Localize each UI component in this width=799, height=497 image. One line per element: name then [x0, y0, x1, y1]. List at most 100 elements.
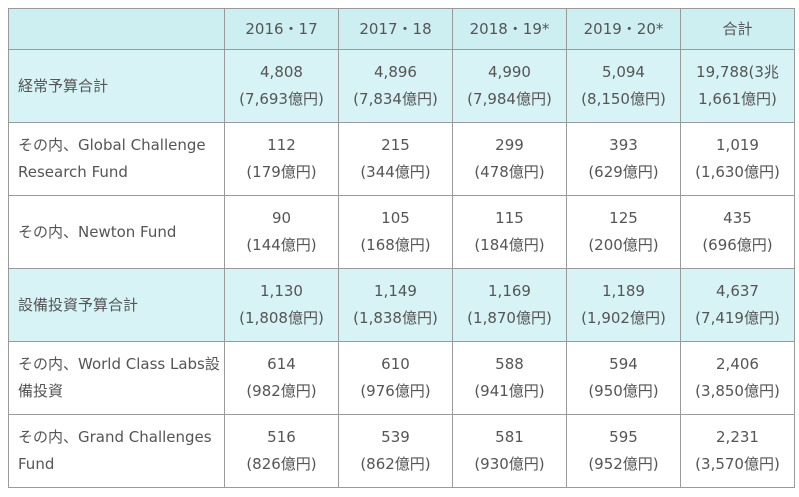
yen-value: (7,419億円): [695, 309, 780, 327]
budget-value: 4,896: [374, 63, 417, 81]
budget-value: 2,406: [716, 355, 759, 373]
budget-value: 299: [495, 136, 524, 154]
table-cell: 393 (629億円): [566, 122, 681, 196]
budget-value: 215: [381, 136, 410, 154]
budget-value: 4,990: [488, 63, 531, 81]
yen-value: (930億円): [474, 455, 545, 473]
table-cell: 435 (696億円): [680, 195, 795, 269]
header-corner-cell: [8, 8, 225, 50]
yen-value: (7,693億円): [239, 90, 324, 108]
table-cell: 19,788(3兆 1,661億円): [680, 49, 795, 123]
budget-value: 105: [381, 209, 410, 227]
budget-value: 1,169: [488, 282, 531, 300]
yen-value: (696億円): [702, 236, 773, 254]
yen-value: (1,630億円): [695, 163, 780, 181]
table-cell: 581 (930億円): [452, 414, 567, 488]
yen-value: (1,870億円): [467, 309, 552, 327]
row-label: その内、Newton Fund: [8, 195, 225, 269]
table-cell: 614 (982億円): [224, 341, 339, 415]
table-cell: 4,896 (7,834億円): [338, 49, 453, 123]
budget-value: 393: [609, 136, 638, 154]
budget-table: 2016・17 2017・18 2018・19* 2019・20* 合計 経常予…: [8, 8, 795, 488]
yen-value: (3,570億円): [695, 455, 780, 473]
table-cell: 105 (168億円): [338, 195, 453, 269]
row-label: 設備投資予算合計: [8, 268, 225, 342]
table-cell: 588 (941億円): [452, 341, 567, 415]
column-header: 2018・19*: [452, 8, 567, 50]
table-cell: 112 (179億円): [224, 122, 339, 196]
table-row: 経常予算合計 4,808 (7,693億円) 4,896 (7,834億円) 4,9…: [8, 49, 795, 123]
yen-value: (1,902億円): [581, 309, 666, 327]
table-cell: 1,169 (1,870億円): [452, 268, 567, 342]
yen-value: (144億円): [246, 236, 317, 254]
budget-value: 610: [381, 355, 410, 373]
table-row: その内、Grand Challenges Fund 516 (826億円) 539…: [8, 414, 795, 488]
budget-value: 4,637: [716, 282, 759, 300]
yen-value: (344億円): [360, 163, 431, 181]
budget-value: 1,019: [716, 136, 759, 154]
yen-value: (7,984億円): [467, 90, 552, 108]
row-label: その内、World Class Labs設備投資: [8, 341, 225, 415]
table-cell: 299 (478億円): [452, 122, 567, 196]
row-label: その内、Global Challenge Research Fund: [8, 122, 225, 196]
yen-value: 1,661億円): [698, 90, 777, 108]
column-header: 2016・17: [224, 8, 339, 50]
yen-value: (826億円): [246, 455, 317, 473]
budget-value: 112: [267, 136, 296, 154]
table-row: 設備投資予算合計 1,130 (1,808億円) 1,149 (1,838億円) 1…: [8, 268, 795, 342]
budget-value: 614: [267, 355, 296, 373]
budget-value: 539: [381, 428, 410, 446]
table-cell: 610 (976億円): [338, 341, 453, 415]
table-cell: 90 (144億円): [224, 195, 339, 269]
budget-value: 115: [495, 209, 524, 227]
yen-value: (200億円): [588, 236, 659, 254]
table-cell: 4,808 (7,693億円): [224, 49, 339, 123]
yen-value: (184億円): [474, 236, 545, 254]
budget-value: 1,130: [260, 282, 303, 300]
column-header: 2019・20*: [566, 8, 681, 50]
table-cell: 4,637 (7,419億円): [680, 268, 795, 342]
column-header: 2017・18: [338, 8, 453, 50]
yen-value: (1,838億円): [353, 309, 438, 327]
yen-value: (168億円): [360, 236, 431, 254]
budget-value: 2,231: [716, 428, 759, 446]
table-cell: 1,189 (1,902億円): [566, 268, 681, 342]
yen-value: (8,150億円): [581, 90, 666, 108]
table-cell: 539 (862億円): [338, 414, 453, 488]
table-cell: 4,990 (7,984億円): [452, 49, 567, 123]
table-cell: 2,231 (3,570億円): [680, 414, 795, 488]
table-cell: 1,019 (1,630億円): [680, 122, 795, 196]
budget-value: 90: [271, 209, 292, 227]
column-header: 合計: [680, 8, 795, 50]
table-cell: 5,094 (8,150億円): [566, 49, 681, 123]
budget-value: 4,808: [260, 63, 303, 81]
budget-value: 581: [495, 428, 524, 446]
table-cell: 2,406 (3,850億円): [680, 341, 795, 415]
table-header-row: 2016・17 2017・18 2018・19* 2019・20* 合計: [8, 8, 795, 50]
table-cell: 125 (200億円): [566, 195, 681, 269]
yen-value: (3,850億円): [695, 382, 780, 400]
budget-value: 5,094: [602, 63, 645, 81]
table-cell: 595 (952億円): [566, 414, 681, 488]
budget-value: 19,788(3兆: [696, 63, 779, 81]
table-cell: 215 (344億円): [338, 122, 453, 196]
table-cell: 516 (826億円): [224, 414, 339, 488]
budget-value: 1,189: [602, 282, 645, 300]
table-cell: 115 (184億円): [452, 195, 567, 269]
table-row: その内、Global Challenge Research Fund 112 (1…: [8, 122, 795, 196]
table-cell: 594 (950億円): [566, 341, 681, 415]
budget-value: 595: [609, 428, 638, 446]
yen-value: (1,808億円): [239, 309, 324, 327]
budget-value: 594: [609, 355, 638, 373]
yen-value: (982億円): [246, 382, 317, 400]
yen-value: (976億円): [360, 382, 431, 400]
table-row: その内、Newton Fund 90 (144億円) 105 (168億円) 115…: [8, 195, 795, 269]
yen-value: (950億円): [588, 382, 659, 400]
yen-value: (478億円): [474, 163, 545, 181]
budget-value: 588: [495, 355, 524, 373]
table-row: その内、World Class Labs設備投資 614 (982億円) 610 (…: [8, 341, 795, 415]
budget-value: 1,149: [374, 282, 417, 300]
row-label: 経常予算合計: [8, 49, 225, 123]
yen-value: (952億円): [588, 455, 659, 473]
yen-value: (7,834億円): [353, 90, 438, 108]
